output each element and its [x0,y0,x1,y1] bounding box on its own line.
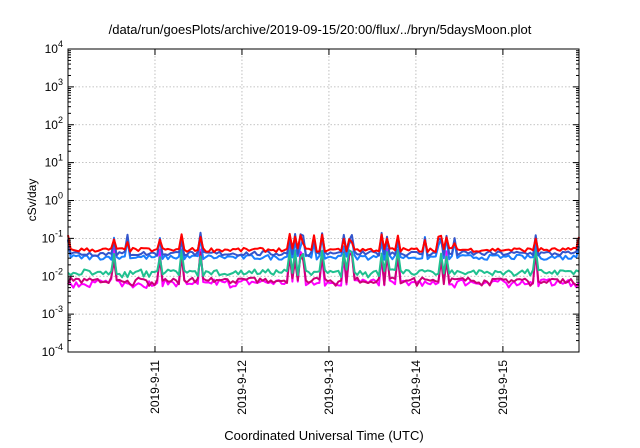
y-tick-label: 100 [45,191,63,208]
chart-title: /data/run/goesPlots/archive/2019-09-15/2… [108,22,532,37]
y-tick-label: 101 [45,153,63,170]
y-tick-label: 10-1 [42,228,63,245]
series-line [67,247,580,279]
series-line [67,251,580,287]
y-tick-label: 10-4 [42,342,63,359]
series-line [67,232,580,253]
x-tick-label: 2019-9-12 [235,360,249,415]
x-axis-label: Coordinated Universal Time (UTC) [224,428,424,443]
x-tick-label: 2019-9-13 [322,360,336,415]
y-tick-label: 10-2 [42,266,63,283]
grid-lines [68,49,579,352]
y-tick-label: 102 [45,115,63,132]
ticks: 10-4 10-3 10-2 10-1 100 101 102 103 104 2019-9-11… [42,39,579,415]
y-tick-label: 10-3 [42,304,63,321]
x-tick-label: 2019-9-14 [409,360,423,415]
y-tick-label: 103 [45,77,63,94]
x-tick-label: 2019-9-15 [496,360,510,415]
series-layer [67,231,580,289]
x-tick-label: 2019-9-11 [148,360,162,414]
y-tick-label: 104 [45,39,63,56]
y-axis-label: cSv/day [25,178,39,222]
